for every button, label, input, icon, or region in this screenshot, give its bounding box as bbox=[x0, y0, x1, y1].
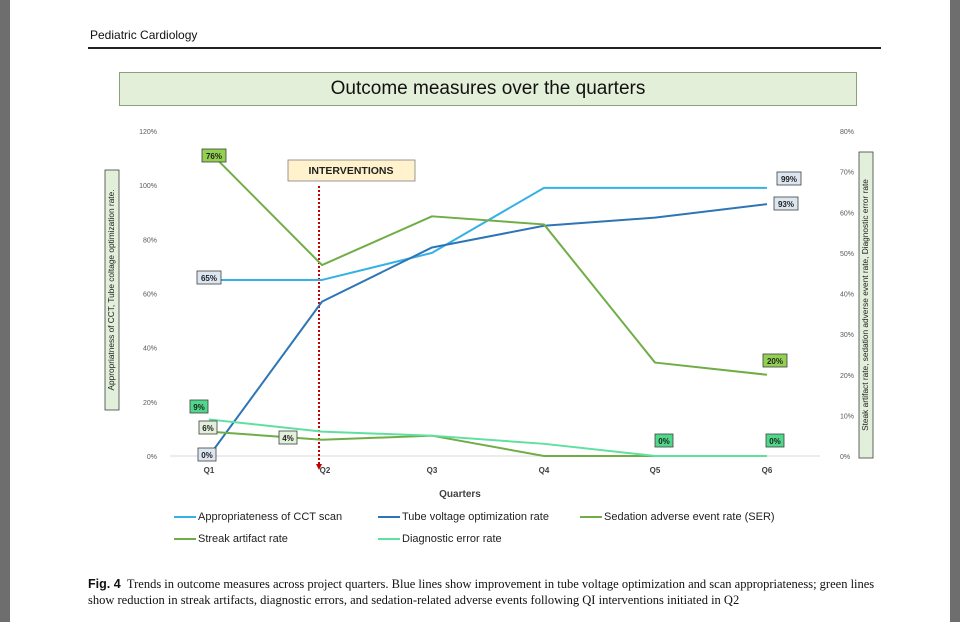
y-right-tick-label: 40% bbox=[840, 292, 854, 299]
data-label-box bbox=[197, 447, 217, 462]
x-tick-label: Q5 bbox=[650, 466, 661, 475]
data-label: 65% bbox=[201, 274, 217, 283]
data-label: 0% bbox=[658, 437, 670, 446]
legend-label: Tube voltage optimization rate bbox=[402, 511, 549, 523]
legend-label: Appropriateness of CCT scan bbox=[198, 511, 343, 523]
data-label: 76% bbox=[206, 152, 222, 161]
legend-label: Sedation adverse event rate (SER) bbox=[604, 511, 775, 523]
chart-title: Outcome measures over the quarters bbox=[119, 72, 857, 106]
data-label: 0% bbox=[201, 451, 213, 460]
y-right-tick-label: 20% bbox=[840, 373, 854, 380]
data-label-box bbox=[196, 270, 222, 285]
interventions-marker-arrow bbox=[316, 464, 322, 470]
y-right-tick-label: 10% bbox=[840, 413, 854, 420]
legend-swatch bbox=[174, 538, 196, 540]
legend-swatch bbox=[378, 538, 400, 540]
x-tick-label: Q3 bbox=[427, 466, 438, 475]
legend-item: Sedation adverse event rate (SER) bbox=[580, 511, 775, 523]
legend-swatch bbox=[174, 516, 196, 518]
x-tick-label: Q6 bbox=[762, 466, 773, 475]
legend-item: Diagnostic error rate bbox=[378, 533, 502, 545]
data-label-box bbox=[278, 430, 298, 445]
y-right-axis-title: Steak artifact rate, sedation adverse ev… bbox=[860, 179, 870, 431]
y-left-tick-label: 60% bbox=[143, 292, 157, 299]
data-label-box bbox=[762, 353, 788, 368]
data-label: 93% bbox=[778, 200, 794, 209]
data-label-box bbox=[776, 171, 802, 186]
legend-item: Streak artifact rate bbox=[174, 533, 288, 545]
data-label: 0% bbox=[769, 437, 781, 446]
data-label: 20% bbox=[767, 357, 783, 366]
data-label-box bbox=[198, 420, 218, 435]
page: Pediatric Cardiology Outcome measures ov… bbox=[10, 0, 950, 622]
x-tick-label: Q2 bbox=[320, 466, 331, 475]
y-right-tick-label: 60% bbox=[840, 210, 854, 217]
y-right-title-box bbox=[858, 151, 874, 459]
data-label-box bbox=[654, 433, 674, 448]
series-line-5 bbox=[208, 418, 767, 457]
series-line-3 bbox=[208, 150, 768, 376]
data-label-box bbox=[189, 399, 209, 414]
x-axis-title: Quarters bbox=[439, 489, 481, 500]
legend-label: Diagnostic error rate bbox=[402, 533, 502, 545]
y-left-tick-label: 80% bbox=[143, 237, 157, 244]
legend-item: Tube voltage optimization rate bbox=[378, 511, 549, 523]
series-line-1 bbox=[209, 186, 767, 281]
data-label: 99% bbox=[781, 175, 797, 184]
caption-text: Trends in outcome measures across projec… bbox=[88, 577, 875, 607]
y-right-tick-label: 30% bbox=[840, 332, 854, 339]
data-label: 4% bbox=[282, 434, 294, 443]
y-left-tick-label: 100% bbox=[139, 183, 157, 190]
figure-caption: Fig. 4 Trends in outcome measures across… bbox=[88, 576, 888, 608]
caption-label: Fig. 4 bbox=[88, 577, 121, 591]
x-tick-label: Q1 bbox=[204, 466, 215, 475]
y-left-tick-label: 40% bbox=[143, 346, 157, 353]
interventions-box bbox=[287, 159, 416, 182]
chart-plot: 0% 20% 40% 60% 80% 100% 120% 0% 10% 20% 30% 40% 50% 6… bbox=[104, 129, 874, 500]
data-label-box bbox=[201, 148, 227, 163]
x-tick-label: Q4 bbox=[539, 466, 550, 475]
interventions-label: INTERVENTIONS bbox=[309, 165, 394, 177]
legend-label: Streak artifact rate bbox=[198, 533, 288, 545]
legend-swatch bbox=[580, 516, 602, 518]
journal-name: Pediatric Cardiology bbox=[90, 28, 198, 42]
y-right-tick-label: 80% bbox=[840, 129, 854, 136]
header-rule bbox=[88, 47, 881, 49]
y-left-title-box bbox=[104, 169, 120, 411]
y-left-tick-label: 0% bbox=[147, 454, 157, 461]
y-right-tick-label: 70% bbox=[840, 170, 854, 177]
legend-item: Appropriateness of CCT scan bbox=[174, 511, 342, 523]
y-left-axis-title: Appropriatness of CCT, Tube coltage opti… bbox=[106, 189, 116, 390]
data-label: 9% bbox=[193, 403, 205, 412]
data-label-box bbox=[773, 196, 799, 211]
y-left-tick-label: 20% bbox=[143, 400, 157, 407]
series-line-2 bbox=[208, 203, 768, 457]
data-label: 6% bbox=[202, 424, 214, 433]
data-label-box bbox=[765, 433, 785, 448]
y-left-tick-label: 120% bbox=[139, 129, 157, 136]
y-right-tick-label: 50% bbox=[840, 251, 854, 258]
y-right-tick-label: 0% bbox=[840, 454, 850, 461]
legend-swatch bbox=[378, 516, 400, 518]
